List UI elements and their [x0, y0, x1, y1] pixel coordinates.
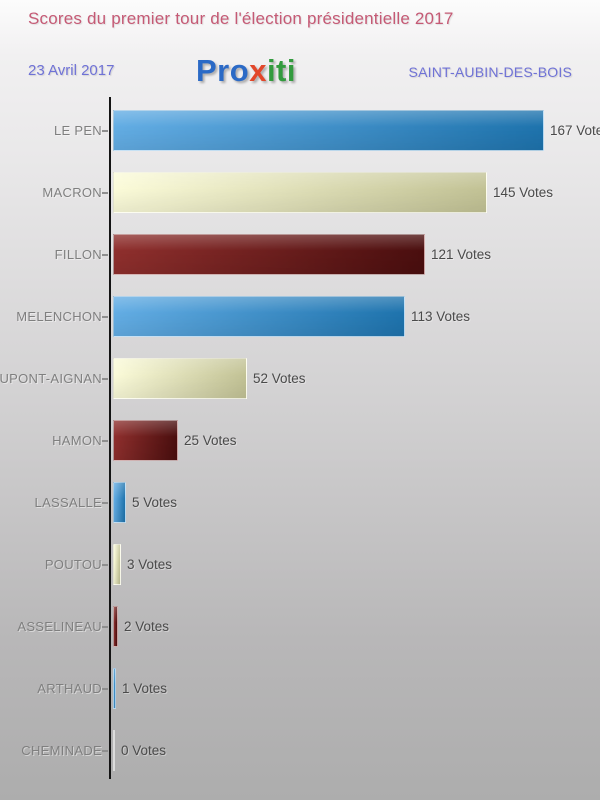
- axis-tick: [102, 626, 108, 628]
- bar-value: 113 Votes: [411, 309, 471, 324]
- vote-bar: [113, 668, 116, 709]
- vote-bar: [113, 606, 118, 647]
- bar-value: 1 Votes: [122, 681, 168, 696]
- date-label: 23 Avril 2017: [28, 62, 115, 79]
- axis-tick: [102, 688, 108, 690]
- bar-value: 0 Votes: [121, 743, 167, 758]
- bar-value: 145 Votes: [493, 185, 554, 200]
- axis-tick: [102, 502, 108, 504]
- bar-value: 3 Votes: [127, 557, 173, 572]
- bar-value: 5 Votes: [132, 495, 178, 510]
- page-title: Scores du premier tour de l'élection pré…: [28, 9, 454, 28]
- candidate-label: ASSELINEAU: [17, 619, 102, 634]
- bar-value: 52 Votes: [253, 371, 306, 386]
- bar-value: 25 Votes: [184, 433, 237, 448]
- proxiti-logo: Proxiti: [196, 53, 296, 89]
- vote-bar: [113, 234, 425, 275]
- vote-bar: [113, 296, 405, 337]
- logo-x-icon: x: [249, 53, 267, 88]
- vote-bar: [113, 730, 115, 771]
- candidate-label: LE PEN: [53, 123, 102, 138]
- bar-value: 2 Votes: [124, 619, 170, 634]
- bar-value: 121 Votes: [431, 247, 492, 262]
- city-label: SAINT-AUBIN-DES-BOIS: [408, 64, 572, 80]
- axis-tick: [102, 192, 108, 194]
- vote-bar: [113, 358, 247, 399]
- candidate-label: MACRON: [42, 185, 102, 200]
- vote-bar: [113, 110, 544, 151]
- candidate-label: FILLON: [54, 247, 102, 262]
- candidate-label: ARTHAUD: [37, 681, 102, 696]
- logo-text-pro: Pro: [196, 53, 250, 88]
- candidate-label: POUTOU: [44, 557, 102, 572]
- candidate-label: DUPONT-AIGNAN: [0, 371, 102, 386]
- bar-value: 167 Votes: [550, 123, 600, 138]
- vote-bar: [113, 544, 121, 585]
- vote-bar: [113, 172, 487, 213]
- axis-tick: [102, 440, 108, 442]
- candidate-label: HAMON: [52, 433, 102, 448]
- vote-bar: [113, 420, 178, 461]
- axis-tick: [102, 564, 108, 566]
- candidate-label: LASSALLE: [34, 495, 102, 510]
- axis-tick: [102, 254, 108, 256]
- candidate-label: MELENCHON: [16, 309, 102, 324]
- axis-tick: [102, 316, 108, 318]
- axis-tick: [102, 750, 108, 752]
- y-axis-line: [109, 97, 111, 779]
- vote-bar: [113, 482, 126, 523]
- axis-tick: [102, 130, 108, 132]
- candidate-label: CHEMINADE: [21, 743, 102, 758]
- logo-text-iti: iti: [266, 53, 296, 88]
- axis-tick: [102, 378, 108, 380]
